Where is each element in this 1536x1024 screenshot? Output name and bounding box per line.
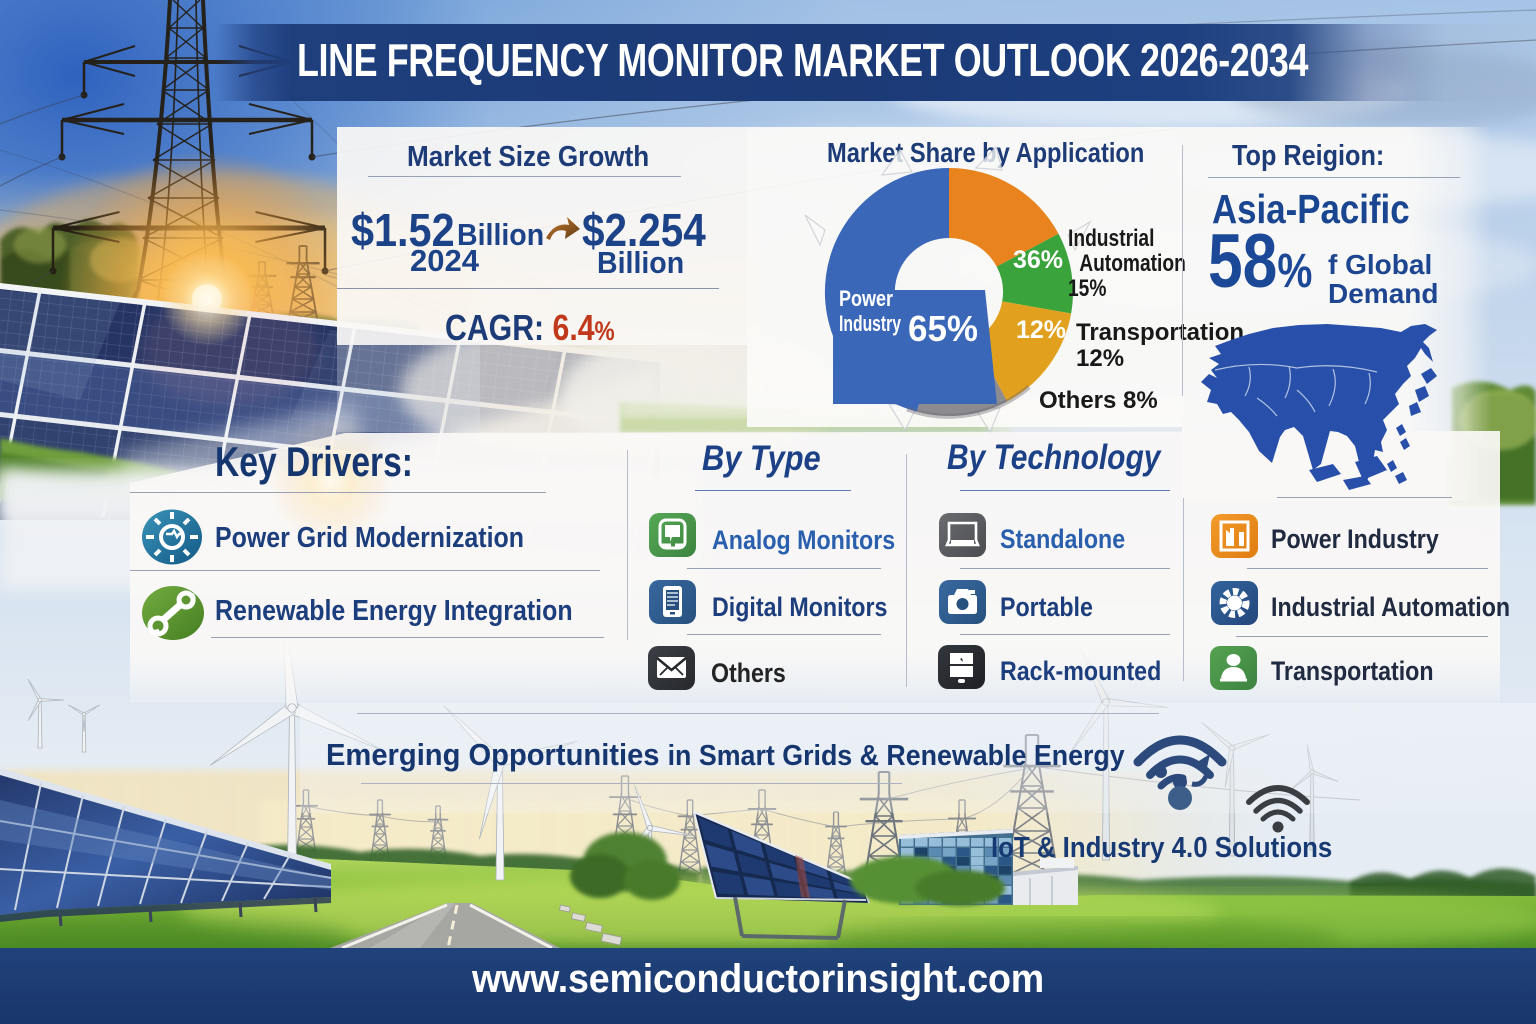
svg-text:Power: Power bbox=[839, 286, 893, 311]
svg-text:36%: 36% bbox=[1013, 246, 1063, 274]
svg-text:12%: 12% bbox=[1016, 316, 1066, 344]
svg-text:Industry: Industry bbox=[839, 311, 902, 336]
svg-text:65%: 65% bbox=[908, 308, 978, 349]
